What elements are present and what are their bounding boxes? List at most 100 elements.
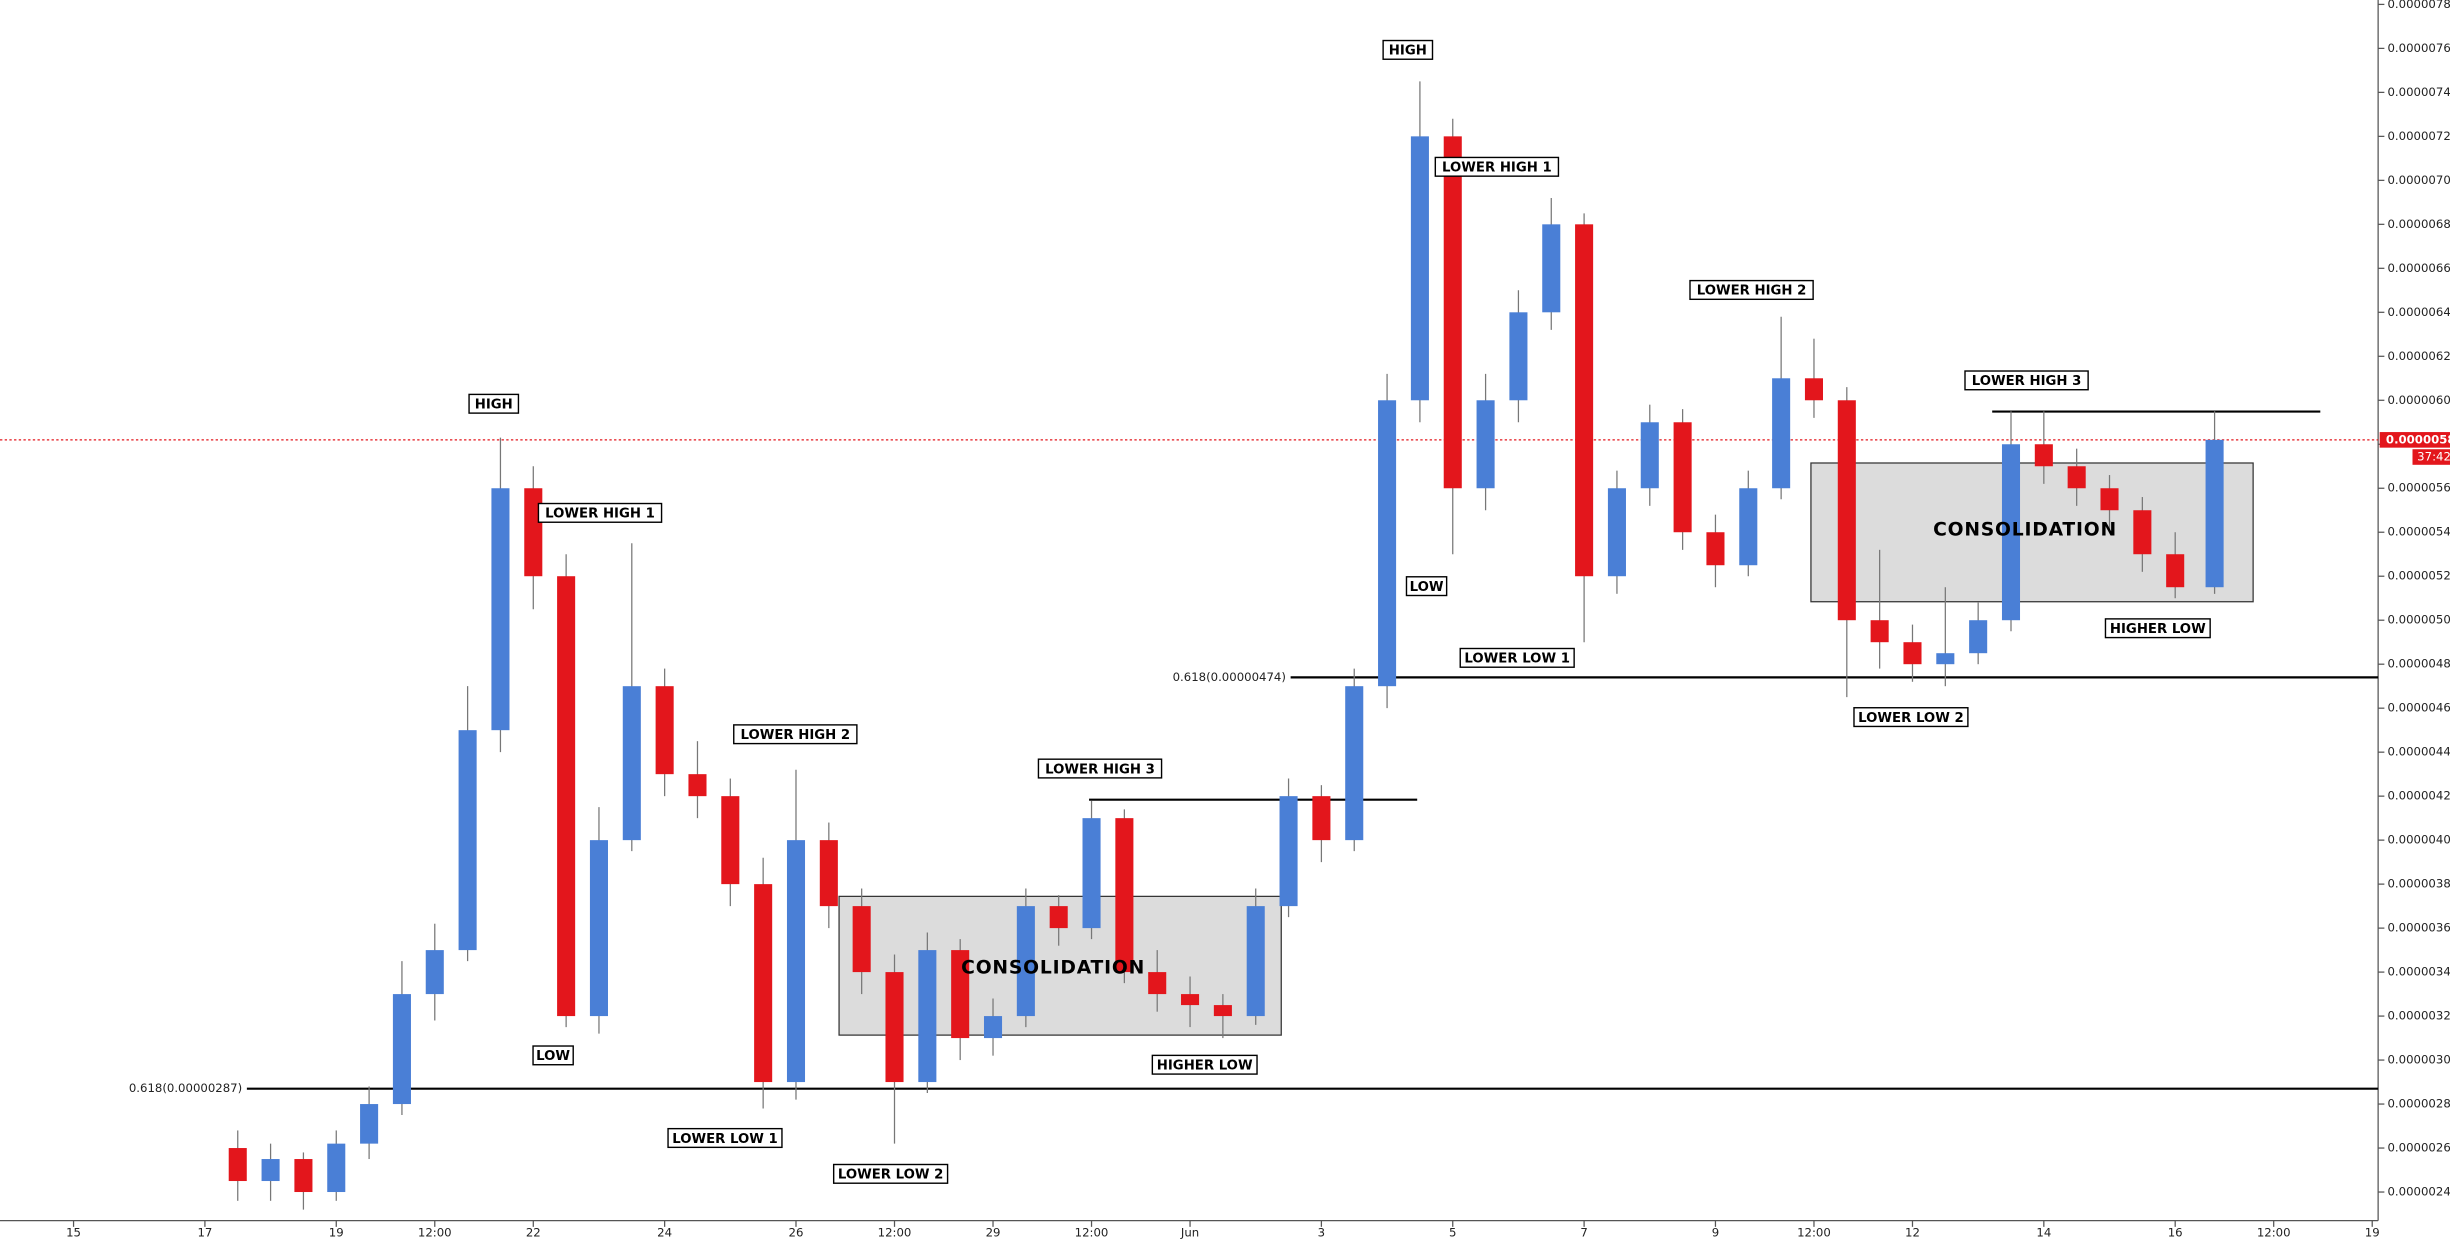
y-tick-label: 0.00000340 bbox=[2387, 965, 2450, 979]
annotation-label: LOWER LOW 1 bbox=[672, 1132, 778, 1147]
candle-body bbox=[721, 796, 740, 885]
annotation-label: LOWER HIGH 3 bbox=[1045, 762, 1155, 777]
countdown-label: 37:42 bbox=[2417, 450, 2450, 464]
x-tick-label: 17 bbox=[197, 1226, 212, 1240]
annotation-box bbox=[1037, 758, 1163, 779]
candle-body bbox=[1016, 906, 1035, 1017]
candle-body bbox=[1181, 994, 1200, 1006]
annotation-label: LOW bbox=[536, 1049, 570, 1064]
candle-body bbox=[294, 1159, 313, 1193]
candle-body bbox=[1378, 400, 1397, 687]
annotation-box bbox=[1964, 370, 2089, 391]
consolidation-label: CONSOLIDATION bbox=[1933, 520, 2117, 541]
y-tick-label: 0.00000760 bbox=[2387, 41, 2450, 55]
last-price-label: 0.00000582 bbox=[2386, 432, 2450, 446]
x-tick-label: 15 bbox=[66, 1226, 81, 1240]
candle-body bbox=[557, 576, 576, 1017]
y-tick-label: 0.00000300 bbox=[2387, 1053, 2450, 1067]
candle-body bbox=[2067, 466, 2086, 489]
y-tick-label: 0.00000420 bbox=[2387, 789, 2450, 803]
candle-body bbox=[1870, 620, 1889, 643]
y-tick-label: 0.00000620 bbox=[2387, 349, 2450, 363]
y-tick-label: 0.00000720 bbox=[2387, 129, 2450, 143]
x-tick-label: 12 bbox=[1905, 1226, 1920, 1240]
y-tick-label: 0.00000400 bbox=[2387, 833, 2450, 847]
candle-body bbox=[1213, 1005, 1232, 1017]
y-tick-label: 0.00000660 bbox=[2387, 261, 2450, 275]
y-tick-label: 0.00000780 bbox=[2387, 0, 2450, 11]
candle-body bbox=[1345, 686, 1364, 841]
annotation-box bbox=[1853, 707, 1969, 728]
x-tick-label: 12:00 bbox=[1797, 1226, 1831, 1240]
candle-body bbox=[1049, 906, 1068, 929]
candle-body bbox=[1936, 653, 1955, 665]
y-tick-label: 0.00000320 bbox=[2387, 1009, 2450, 1023]
y-tick-label: 0.00000500 bbox=[2387, 613, 2450, 627]
candle-body bbox=[655, 686, 674, 775]
y-tick-label: 0.00000680 bbox=[2387, 217, 2450, 231]
candle-body bbox=[1903, 642, 1922, 665]
x-tick-label: 12:00 bbox=[418, 1226, 452, 1240]
candle-body bbox=[1804, 378, 1823, 401]
x-tick-label: 12:00 bbox=[2257, 1226, 2291, 1240]
candle-body bbox=[885, 972, 904, 1083]
candle-body bbox=[327, 1143, 346, 1193]
annotation-box bbox=[1689, 279, 1814, 301]
candle-body bbox=[1246, 906, 1265, 1017]
y-tick-label: 0.00000520 bbox=[2387, 569, 2450, 583]
candle-body bbox=[983, 1016, 1003, 1039]
candle-body bbox=[360, 1104, 379, 1144]
annotation-label: HIGHER LOW bbox=[1157, 1059, 1253, 1074]
candle-body bbox=[1115, 818, 1134, 973]
annotation-box bbox=[468, 393, 520, 414]
fib-level-label: 0.618(0.00000287) bbox=[129, 1081, 242, 1095]
x-tick-label: 22 bbox=[526, 1226, 541, 1240]
candle-body bbox=[622, 686, 641, 841]
candle-body bbox=[951, 950, 970, 1039]
y-tick-label: 0.00000240 bbox=[2387, 1185, 2450, 1199]
x-tick-label: 24 bbox=[657, 1226, 672, 1240]
candle-body bbox=[1640, 422, 1659, 489]
candle-body bbox=[1279, 796, 1298, 907]
candle-body bbox=[2034, 444, 2053, 467]
candle-body bbox=[589, 840, 608, 1017]
annotation-box bbox=[532, 1045, 574, 1066]
x-tick-label: 19 bbox=[329, 1226, 344, 1240]
candle-body bbox=[2205, 439, 2224, 588]
candle-body bbox=[1772, 378, 1791, 489]
x-tick-label: 3 bbox=[1318, 1226, 1325, 1240]
last-price-tag bbox=[2379, 432, 2450, 448]
annotation-box bbox=[733, 724, 858, 745]
candle-body bbox=[2100, 488, 2119, 511]
candle-body bbox=[1575, 224, 1594, 577]
annotation-box bbox=[1382, 39, 1434, 60]
candle-body bbox=[819, 840, 838, 907]
y-tick-label: 0.00000480 bbox=[2387, 657, 2450, 671]
candle-body bbox=[1673, 422, 1692, 533]
y-tick-label: 0.00000640 bbox=[2387, 305, 2450, 319]
candle-body bbox=[1542, 224, 1561, 313]
annotation-box bbox=[667, 1127, 783, 1149]
y-tick-label: 0.00000700 bbox=[2387, 173, 2450, 187]
candle-body bbox=[1443, 136, 1462, 489]
x-tick-label: 19 bbox=[2365, 1226, 2380, 1240]
y-tick-label: 0.00000460 bbox=[2387, 701, 2450, 715]
candle-body bbox=[1706, 532, 1725, 566]
candle-body bbox=[852, 906, 871, 973]
candle-body bbox=[1312, 796, 1331, 841]
y-tick-label: 0.00000280 bbox=[2387, 1097, 2450, 1111]
annotation-label: LOWER HIGH 1 bbox=[545, 507, 655, 522]
candle-body bbox=[754, 884, 773, 1083]
candle-body bbox=[1148, 972, 1167, 995]
y-tick-label: 0.00000540 bbox=[2387, 525, 2450, 539]
y-tick-label: 0.00000560 bbox=[2387, 481, 2450, 495]
countdown-tag bbox=[2412, 449, 2450, 465]
x-tick-label: 12:00 bbox=[1075, 1226, 1109, 1240]
x-tick-label: Jun bbox=[1180, 1226, 1199, 1240]
y-tick-label: 0.00000360 bbox=[2387, 921, 2450, 935]
candle-body bbox=[1837, 400, 1856, 621]
annotation-label: HIGHER LOW bbox=[2110, 622, 2206, 637]
annotation-box bbox=[1434, 156, 1560, 177]
x-tick-label: 29 bbox=[986, 1226, 1001, 1240]
